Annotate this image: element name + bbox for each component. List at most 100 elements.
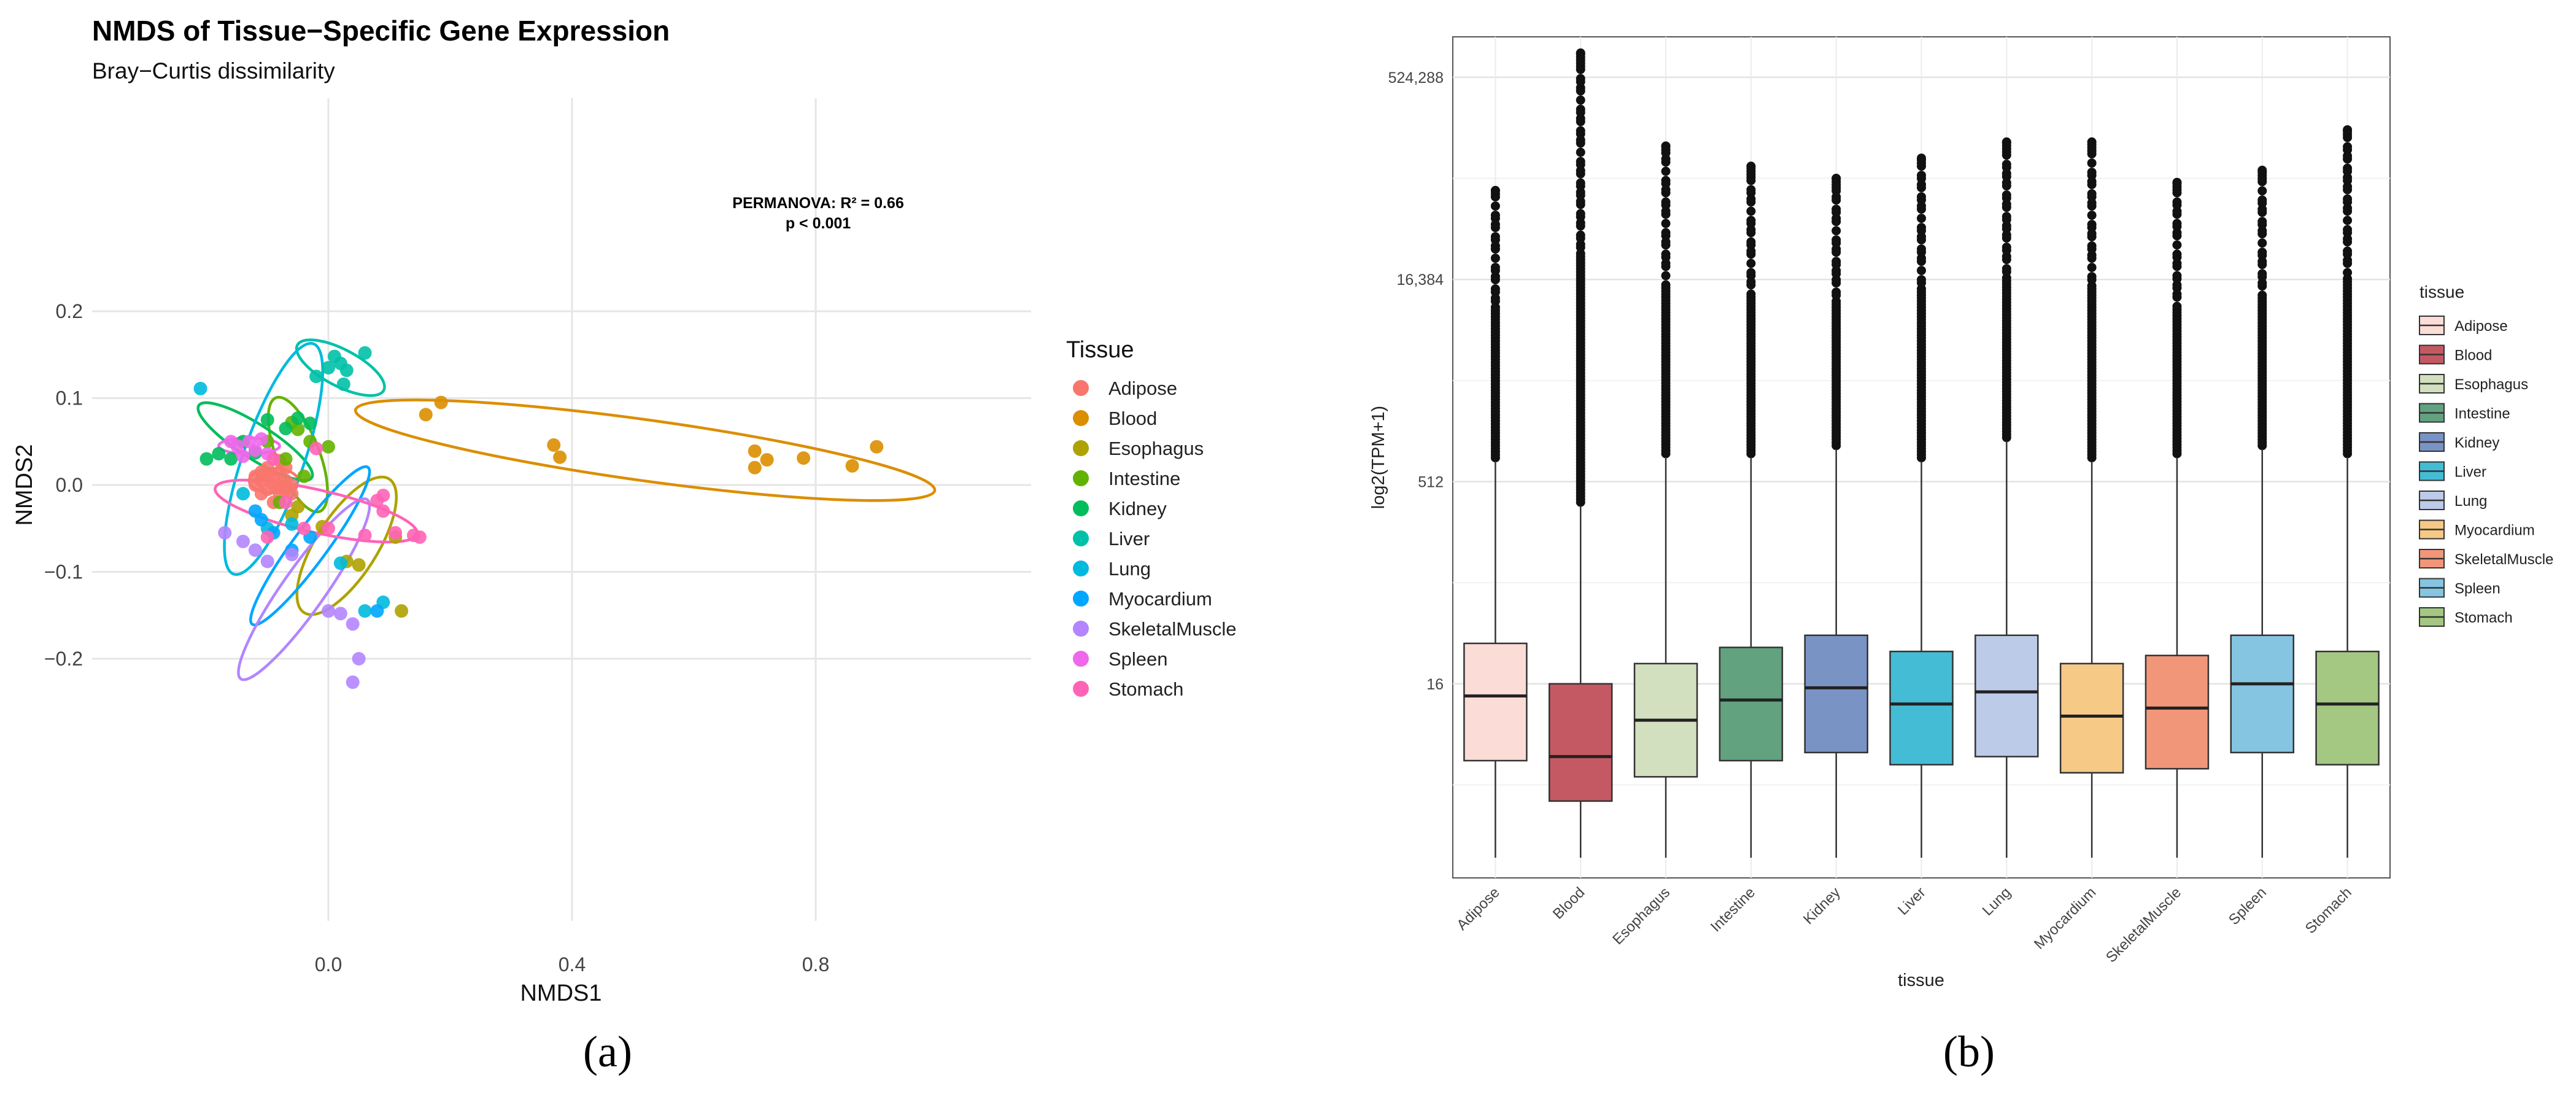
outlier-point-max [2257,165,2267,175]
point-esophagus [352,558,366,572]
legend-key-spleen [1073,651,1089,667]
box-myocardium [2059,137,2124,858]
legend-key-adipose [1073,380,1089,396]
nmds-title: NMDS of Tissue−Specific Gene Expression [92,15,670,47]
iqr-box [1889,650,1954,766]
outlier-point-max [1746,161,1756,171]
point-stomach [279,495,293,510]
box-intestine [1719,161,1784,858]
point-blood [870,440,884,454]
outlier-point [2257,195,2267,205]
legend-label-stomach: Stomach [1108,678,1183,700]
legend-label-lung: Lung [1108,558,1151,580]
point-kidney [199,452,214,466]
nmds-y-tick-label: 0.1 [56,387,83,409]
outlier-point [1917,244,1926,254]
legend-label-skeletalmuscle: SkeletalMuscle [1108,618,1236,640]
outlier-point [2002,242,2011,252]
point-esophagus [395,604,409,618]
boxplot-x-tick-label: Adipose [1453,884,1503,933]
outlier-point [2343,142,2353,152]
nmds-y-tick-label: 0.0 [56,474,83,496]
outlier-point [1661,166,1671,176]
outlier-point [1831,287,1841,297]
outlier-point [1576,95,1585,105]
legend-label-blood: Blood [2454,347,2492,364]
iqr-box [1804,634,1868,754]
outlier-point [1917,171,1926,180]
iqr-box [1719,646,1784,762]
point-blood [748,460,762,475]
outlier-point [2002,264,2011,274]
iqr-box [2145,654,2210,770]
point-blood [748,444,762,458]
legend-key-myocardium [1073,591,1089,607]
nmds-gridlines [92,98,1031,921]
point-stomach [376,504,390,518]
outlier-point [1746,215,1756,225]
outlier-point [1490,232,1500,242]
ellipse-liver [295,338,386,397]
outlier-point [2343,268,2353,277]
outlier-point [2002,160,2011,169]
boxplot-x-tick-label: Spleen [2226,884,2270,928]
box-esophagus [1633,141,1698,858]
boxplot-x-tick-label: Esophagus [1609,884,1673,948]
legend-key-kidney [1073,500,1089,516]
legend-label-adipose: Adipose [2454,318,2508,335]
legend-key-blood [1073,410,1089,426]
boxplot-y-tick-label: 16 [1426,676,1444,693]
point-spleen [254,432,268,446]
legend-label-kidney: Kidney [1108,498,1167,519]
nmds-points [193,346,884,689]
boxplot-legend: Adipose Blood Esophagus Intestine Kidney Live… [2419,316,2553,627]
legend-label-adipose: Adipose [1108,378,1177,399]
outlier-point [1576,147,1585,157]
point-myocardium [254,513,268,527]
box-lung [1975,137,2039,858]
point-spleen [230,439,244,453]
nmds-y-tick-label: −0.2 [44,648,83,670]
point-skeletalmuscle [218,526,232,540]
outlier-point-max [2343,125,2353,134]
point-stomach [266,452,280,466]
boxplot-x-tick-label: Blood [1550,884,1588,923]
outlier-point [2257,247,2267,257]
outlier-point-max [1490,185,1500,195]
nmds-y-tick-label: 0.2 [56,300,83,322]
point-stomach [376,488,390,502]
point-stomach [358,529,372,543]
outlier-point [2002,212,2011,222]
nmds-subtitle: Bray−Curtis dissimilarity [92,58,335,83]
point-skeletalmuscle [333,607,347,621]
point-spleen [248,443,262,457]
legend-key-esophagus [1073,440,1089,456]
legend-label-intestine: Intestine [1108,468,1180,489]
point-skeletalmuscle [346,617,360,631]
outlier-point [2002,190,2011,200]
point-lung [358,604,372,618]
outlier-point [1576,157,1585,166]
outlier-point [2343,225,2353,235]
outlier-point [1917,223,1926,233]
boxplot-y-tick-labels: 16 512 16,384 524,288 [1388,69,1444,693]
point-blood [553,450,567,464]
nmds-y-tick-label: −0.1 [44,561,83,583]
point-lung [193,381,207,395]
point-adipose [254,473,268,487]
box-liver [1889,153,1954,858]
outlier-point [1661,197,1671,207]
ellipse-skeletalmuscle [237,497,371,681]
outlier-point [2087,272,2097,282]
boxplot-panel: 16 512 16,384 524,288 Adipose Blood Esophagus… [1369,36,2553,1076]
point-stomach [297,521,311,535]
point-lung [333,556,347,570]
outlier-point [1661,176,1671,185]
outlier-point [1661,249,1671,259]
point-kidney [212,447,226,461]
point-blood [419,408,433,422]
outlier-point [1490,201,1500,211]
point-lung [236,487,250,501]
boxplot-x-tick-label: Kidney [1800,884,1844,928]
